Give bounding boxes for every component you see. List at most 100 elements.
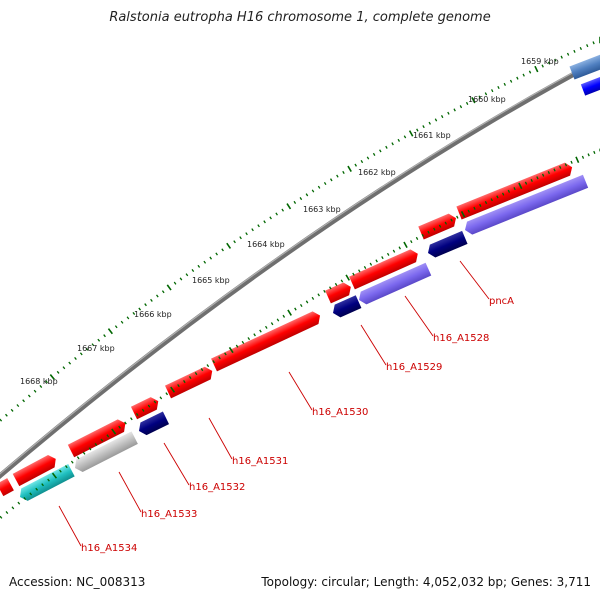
- outer-tick: [209, 256, 213, 260]
- inner-tick: [541, 173, 545, 177]
- outer-tick: [263, 220, 266, 224]
- inner-tick: [490, 198, 493, 202]
- outer-tick: [203, 260, 207, 264]
- outer-tick: [586, 44, 589, 48]
- inner-tick: [536, 176, 539, 180]
- outer-tick: [459, 105, 463, 109]
- inner-tick: [64, 465, 68, 469]
- inner-tick: [438, 224, 442, 228]
- inner-tick: [294, 307, 297, 311]
- reverse-strand-genes: [20, 75, 600, 501]
- inner-tick: [70, 460, 74, 464]
- gene-forward: [130, 397, 159, 420]
- map-title: Ralstonia eutropha H16 chromosome 1, com…: [109, 10, 491, 25]
- inner-tick: [311, 296, 315, 300]
- outer-tick: [422, 125, 425, 129]
- inner-tick: [547, 171, 551, 175]
- outer-tick: [132, 311, 136, 315]
- inner-tick: [507, 189, 511, 193]
- kbp-label: 1659 kbp: [521, 57, 559, 66]
- outer-tick: [126, 316, 130, 320]
- inner-tick: [0, 515, 3, 519]
- inner-tick: [118, 425, 121, 429]
- outer-tick: [329, 178, 333, 182]
- outer-tick: [269, 216, 272, 220]
- inner-tick: [553, 168, 556, 172]
- outer-tick: [91, 343, 95, 347]
- inner-tick: [241, 340, 245, 344]
- inner-tick: [375, 259, 378, 263]
- inner-tick: [82, 451, 86, 455]
- outer-tick-ring: [0, 36, 600, 422]
- kbp-label: 1663 kbp: [303, 205, 341, 214]
- inner-tick: [287, 309, 292, 316]
- inner-tick: [570, 160, 573, 164]
- outer-tick: [497, 85, 500, 90]
- inner-tick: [111, 428, 117, 435]
- gene-label-h16-a1530: h16_A1530: [312, 407, 368, 418]
- outer-tick: [311, 189, 315, 193]
- outer-tick: [379, 149, 382, 153]
- inner-tick: [47, 478, 50, 482]
- outer-tick: [560, 55, 563, 59]
- outer-tick: [161, 290, 165, 294]
- inner-tick: [165, 392, 169, 396]
- inner-tick: [479, 203, 482, 207]
- gene-reverse-grey: [75, 431, 138, 472]
- gene-reverse-navy: [428, 230, 468, 258]
- inner-tick: [17, 501, 21, 505]
- inner-tick: [253, 333, 256, 337]
- backbone-arc: [0, 57, 600, 480]
- outer-tick: [226, 242, 232, 249]
- gene-reverse: [359, 262, 432, 305]
- outer-tick: [592, 41, 595, 45]
- inner-tick: [530, 178, 533, 183]
- inner-tick: [334, 282, 338, 286]
- kbp-label: 1661 kbp: [413, 131, 451, 140]
- outer-tick: [173, 281, 177, 285]
- outer-tick: [528, 70, 532, 74]
- outer-tick: [22, 399, 25, 403]
- outer-tick: [471, 96, 476, 104]
- outer-tick: [215, 252, 218, 256]
- outer-tick: [397, 138, 401, 142]
- inner-tick: [524, 181, 528, 185]
- outer-tick: [428, 121, 431, 125]
- outer-tick: [68, 361, 72, 365]
- gene-forward: [456, 162, 573, 220]
- outer-tick: [509, 79, 513, 83]
- inner-tick: [135, 412, 139, 417]
- inner-tick: [106, 434, 110, 438]
- outer-tick: [191, 269, 195, 273]
- gene-label-leaders: [58, 260, 490, 547]
- outer-tick: [257, 224, 260, 228]
- outer-tick: [138, 307, 142, 311]
- outer-tick: [39, 384, 43, 388]
- outer-tick: [197, 264, 201, 268]
- gene-forward: [164, 366, 213, 399]
- kbp-label: 1666 kbp: [134, 310, 172, 319]
- inner-tick: [581, 155, 585, 159]
- outer-tick: [10, 408, 14, 412]
- outer-tick: [566, 52, 570, 56]
- inner-tick: [410, 240, 413, 244]
- outer-tick: [447, 111, 450, 115]
- inner-tick: [317, 293, 320, 297]
- outer-tick: [547, 61, 551, 65]
- gene-forward: [349, 249, 418, 290]
- inner-tick: [264, 325, 268, 329]
- inner-tick: [421, 233, 425, 237]
- outer-tick: [221, 248, 224, 252]
- outer-tick: [366, 156, 370, 160]
- outer-tick: [27, 394, 31, 398]
- inner-tick: [345, 274, 351, 281]
- inner-tick: [188, 376, 192, 380]
- outer-tick: [251, 228, 254, 232]
- kbp-label: 1665 kbp: [192, 276, 230, 285]
- kbp-label: 1660 kbp: [468, 95, 506, 104]
- gene-reverse-navy: [139, 411, 170, 436]
- gene-reverse-blue: [580, 75, 600, 96]
- inner-tick: [587, 153, 590, 157]
- inner-tick: [35, 487, 39, 491]
- outer-tick: [323, 181, 327, 186]
